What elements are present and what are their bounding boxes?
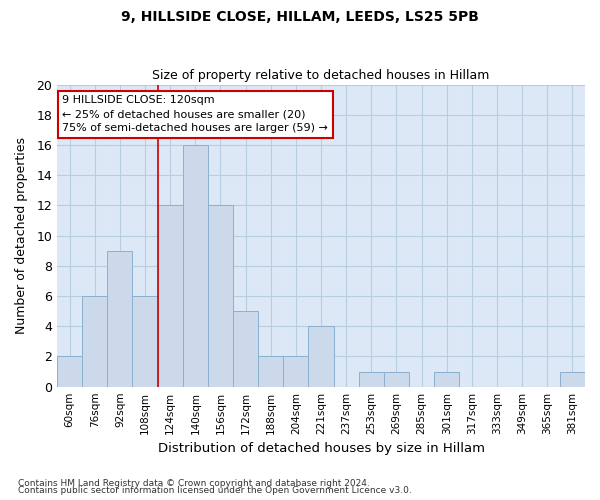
- Title: Size of property relative to detached houses in Hillam: Size of property relative to detached ho…: [152, 69, 490, 82]
- Bar: [133, 296, 158, 386]
- Bar: [183, 145, 208, 386]
- Bar: [283, 356, 308, 386]
- Bar: [233, 311, 258, 386]
- Bar: [57, 356, 82, 386]
- Text: Contains public sector information licensed under the Open Government Licence v3: Contains public sector information licen…: [18, 486, 412, 495]
- Bar: [82, 296, 107, 386]
- Bar: [434, 372, 460, 386]
- Y-axis label: Number of detached properties: Number of detached properties: [15, 137, 28, 334]
- Text: Contains HM Land Registry data © Crown copyright and database right 2024.: Contains HM Land Registry data © Crown c…: [18, 478, 370, 488]
- Bar: [359, 372, 384, 386]
- Text: 9, HILLSIDE CLOSE, HILLAM, LEEDS, LS25 5PB: 9, HILLSIDE CLOSE, HILLAM, LEEDS, LS25 5…: [121, 10, 479, 24]
- Bar: [384, 372, 409, 386]
- Bar: [560, 372, 585, 386]
- Bar: [308, 326, 334, 386]
- X-axis label: Distribution of detached houses by size in Hillam: Distribution of detached houses by size …: [158, 442, 485, 455]
- Text: 9 HILLSIDE CLOSE: 120sqm
← 25% of detached houses are smaller (20)
75% of semi-d: 9 HILLSIDE CLOSE: 120sqm ← 25% of detach…: [62, 95, 328, 133]
- Bar: [107, 250, 133, 386]
- Bar: [258, 356, 283, 386]
- Bar: [158, 206, 183, 386]
- Bar: [208, 206, 233, 386]
